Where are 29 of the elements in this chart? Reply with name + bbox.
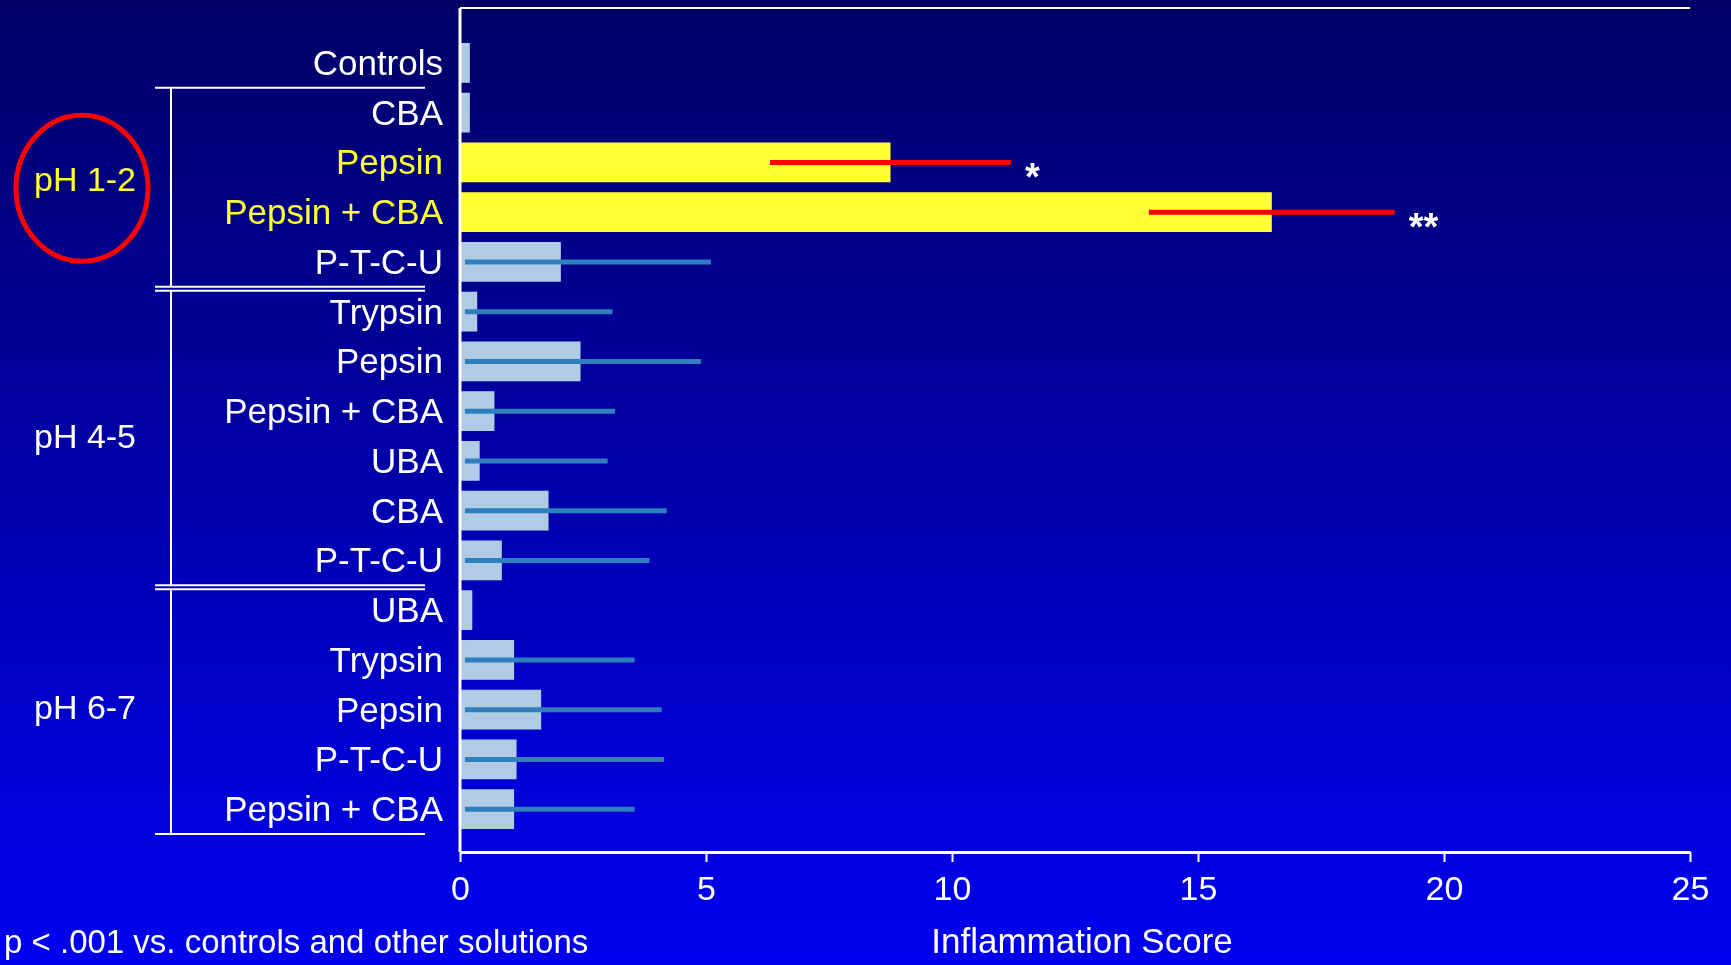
- y-tick-label: Trypsin: [329, 291, 443, 331]
- text: pH 6-7: [33, 688, 137, 727]
- y-tick-label: Pepsin + CBA: [224, 789, 444, 829]
- annotation: *: [1025, 156, 1041, 199]
- y-tick-label: UBA: [371, 590, 444, 630]
- text: pH 1-2: [33, 160, 137, 199]
- x-tick-label: 15: [1179, 869, 1218, 908]
- y-tick-label: UBA: [371, 440, 444, 480]
- x-tick-label: 10: [933, 869, 972, 908]
- y-tick-label: Pepsin + CBA: [224, 192, 444, 232]
- x-tick-label: 5: [697, 869, 716, 908]
- y-tick-label: Pepsin: [335, 341, 443, 381]
- x-axis-title: Inflammation Score: [931, 921, 1233, 960]
- y-tick-label: P-T-C-U: [314, 241, 443, 281]
- y-tick-label: CBA: [371, 92, 444, 132]
- y-tick-label: Pepsin + CBA: [224, 391, 444, 431]
- text: p < .001 vs. controls and other solutions: [4, 923, 589, 960]
- x-tick-label: 20: [1425, 869, 1464, 908]
- y-tick-label: Pepsin: [335, 689, 443, 729]
- y-tick-label: Trypsin: [329, 639, 443, 679]
- y-tick-label: P-T-C-U: [314, 739, 443, 779]
- text: pH 4-5: [33, 417, 137, 455]
- x-tick-label: 0: [451, 869, 470, 908]
- y-tick-label: Pepsin: [335, 142, 443, 182]
- y-tick-label: CBA: [371, 490, 444, 530]
- y-tick-label: P-T-C-U: [314, 540, 443, 580]
- y-tick-label: Controls: [312, 42, 443, 82]
- x-tick-label: 25: [1671, 869, 1710, 908]
- annotation: **: [1408, 206, 1439, 249]
